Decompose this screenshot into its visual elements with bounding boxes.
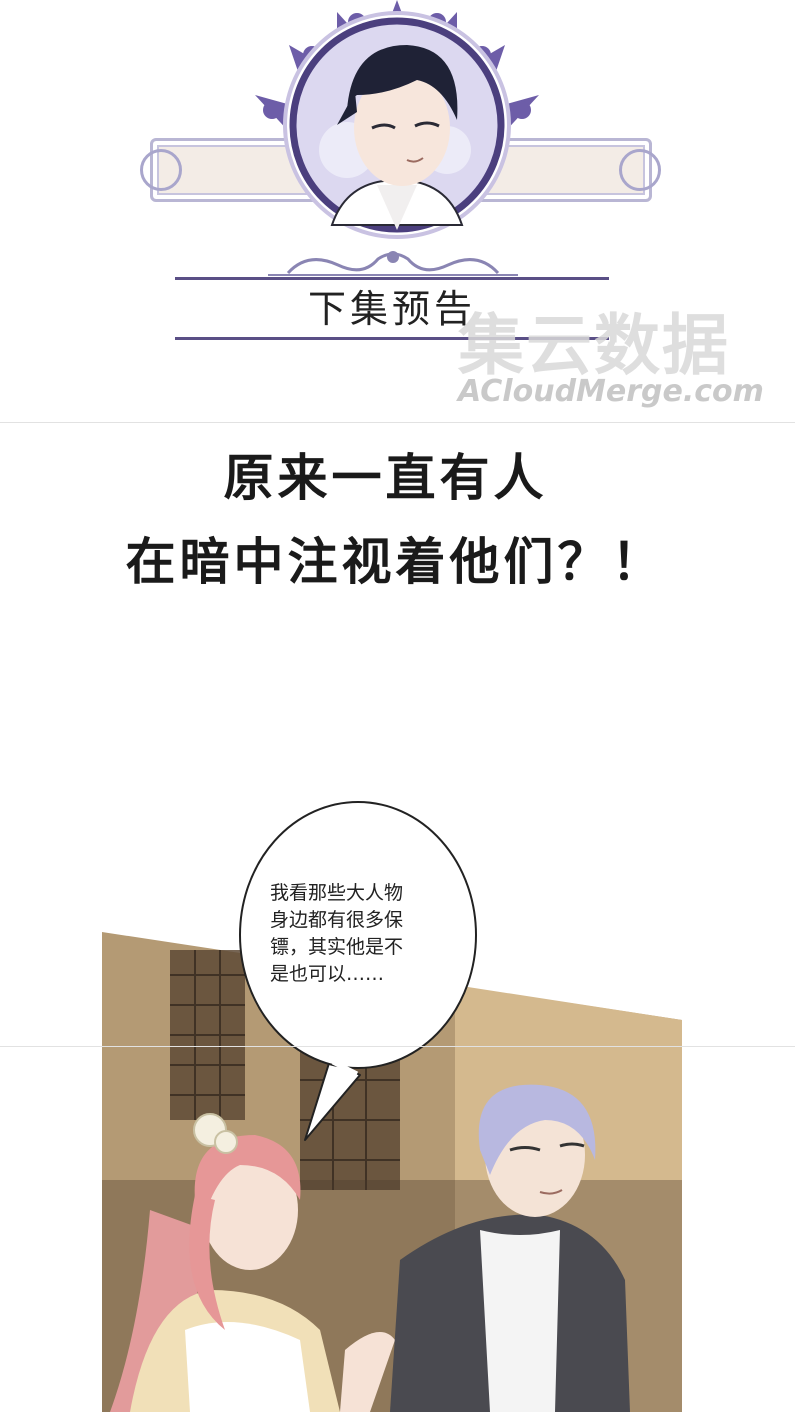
next-episode-title: 下集预告 [307, 287, 476, 331]
speech-line: 是也可以…… [270, 963, 385, 985]
speech-line: 镖，其实他是不 [270, 936, 404, 958]
male-character-portrait [330, 45, 464, 230]
filigree-ornament-left [140, 149, 182, 191]
watermark-logo-cn: 集云数据 [458, 307, 730, 384]
speech-bubble [239, 801, 477, 1141]
panel-divider [0, 422, 795, 423]
next-episode-header: 下集预告 集云数据 ACloudMerge.com [0, 0, 795, 420]
filigree-ornament-right [619, 149, 661, 191]
title-rule-bottom [175, 337, 609, 340]
teaser-text-line-1: 原来一直有人 [223, 448, 548, 507]
title-rule-top [175, 277, 609, 280]
scroll-ornament [268, 251, 518, 276]
girl-character [110, 1113, 395, 1412]
watermark-logo-en: ACloudMerge.com [458, 374, 764, 409]
character-portrait-medallion [255, 0, 539, 239]
boy-character [390, 1084, 630, 1412]
teaser-text-line-2: 在暗中注视着他们？！ [125, 532, 666, 591]
speech-line: 身边都有很多保 [270, 909, 404, 931]
speech-bubble-text: 我看那些大人物 身边都有很多保 镖，其实他是不 是也可以…… [270, 880, 450, 988]
speech-line: 我看那些大人物 [270, 882, 404, 904]
panel-divider [0, 1046, 795, 1047]
